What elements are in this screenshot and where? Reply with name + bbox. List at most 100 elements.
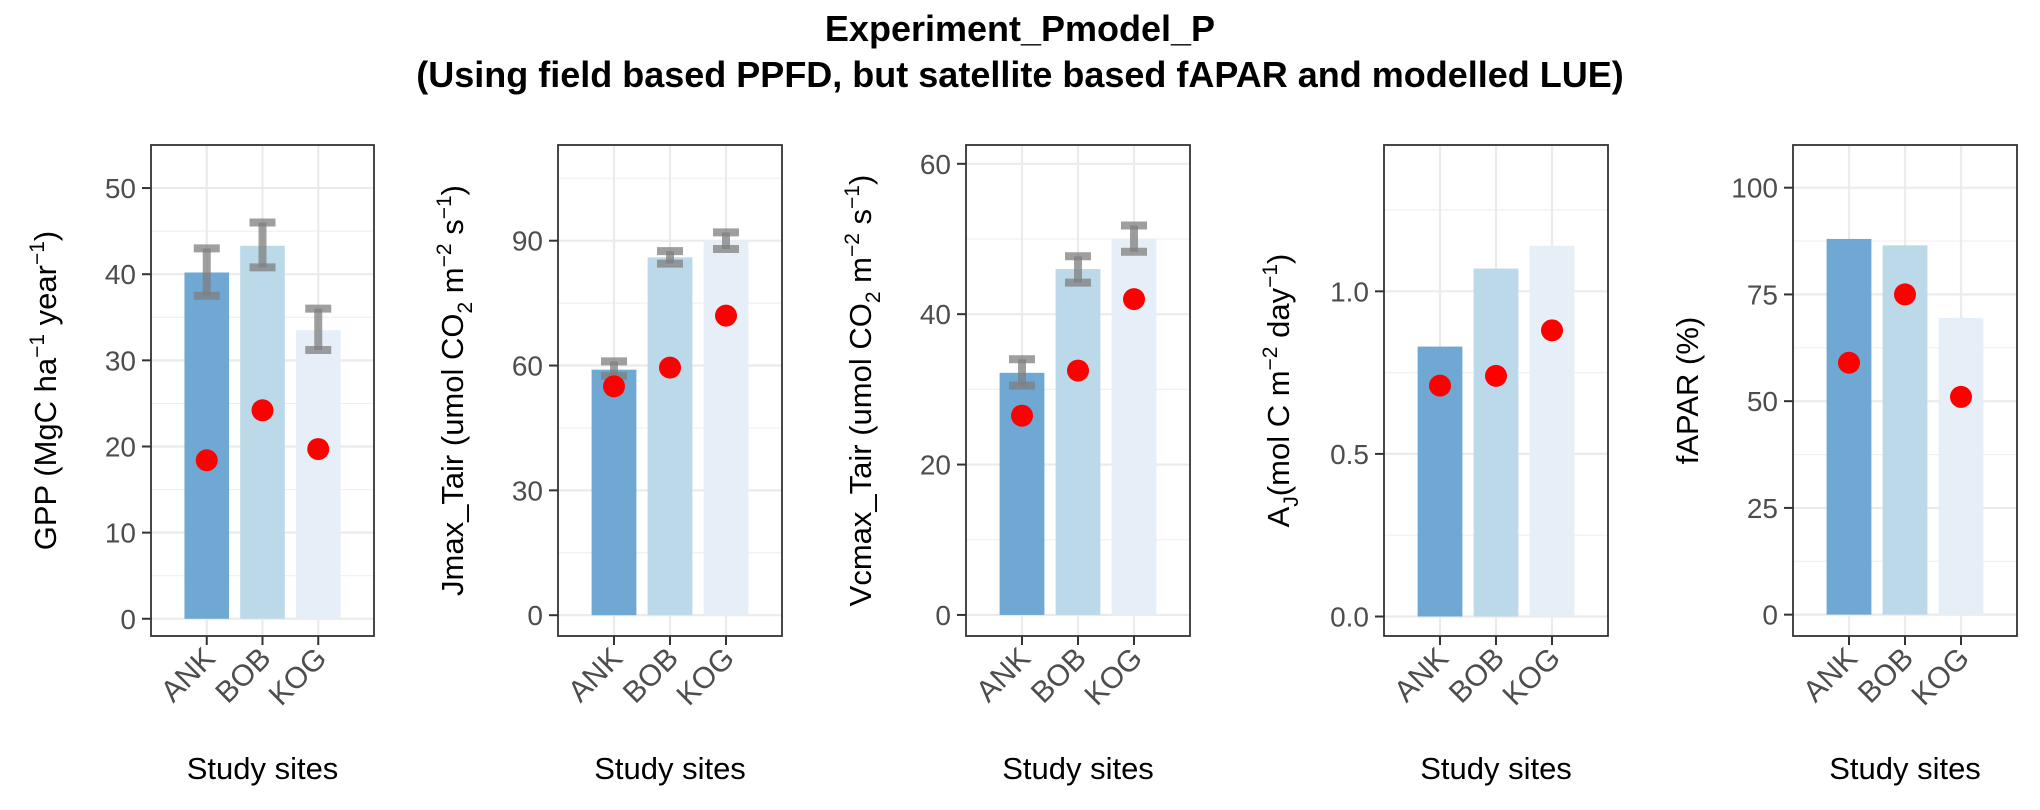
y-tick-label: 60 bbox=[920, 149, 951, 180]
y-label-subscript: 2 bbox=[862, 291, 885, 303]
y-label-text: ) bbox=[28, 231, 63, 241]
y-axis-label: GPP (MgC ha−1 year−1) bbox=[26, 231, 63, 551]
y-label-text: year bbox=[28, 265, 63, 334]
y-label-superscript: −2 bbox=[841, 233, 864, 257]
y-tick-label: 0 bbox=[1762, 600, 1778, 631]
y-label-text: A bbox=[1261, 506, 1296, 527]
y-label-superscript: −1 bbox=[841, 185, 864, 209]
point-ANK bbox=[603, 375, 625, 398]
point-BOB bbox=[1485, 364, 1507, 387]
y-label-subscript: J bbox=[1280, 496, 1303, 507]
x-tick-label-ANK: ANK bbox=[1797, 642, 1864, 709]
x-tick-label-KOG: KOG bbox=[1496, 642, 1566, 712]
y-tick-label: 0.5 bbox=[1330, 439, 1369, 470]
y-tick-label: 40 bbox=[920, 299, 951, 330]
y-label-text: ) bbox=[843, 175, 878, 185]
bar-KOG bbox=[295, 330, 341, 619]
y-tick-label: 0.0 bbox=[1330, 601, 1369, 632]
y-label-text: m bbox=[843, 257, 878, 291]
y-tick-label: 25 bbox=[1747, 493, 1778, 524]
bar-KOG bbox=[703, 240, 749, 616]
errorbar-BOB bbox=[249, 218, 276, 272]
x-tick-label-BOB: BOB bbox=[209, 642, 277, 710]
bar-BOB bbox=[240, 245, 285, 619]
x-tick-label-BOB: BOB bbox=[1443, 642, 1511, 710]
x-axis-label: Study sites bbox=[1002, 751, 1154, 786]
y-label-superscript: −2 bbox=[433, 243, 456, 267]
y-tick-label: 0 bbox=[120, 604, 136, 635]
point-ANK bbox=[1011, 404, 1033, 427]
x-axis-label: Study sites bbox=[1829, 751, 1981, 786]
x-axis-label: Study sites bbox=[594, 751, 746, 786]
y-label-text: s bbox=[435, 219, 470, 243]
point-KOG bbox=[715, 304, 737, 327]
bar-ANK bbox=[591, 369, 637, 616]
x-tick-label-ANK: ANK bbox=[970, 642, 1037, 709]
y-label-text: ) bbox=[435, 185, 470, 195]
y-tick-label: 20 bbox=[920, 450, 951, 481]
y-label-text: s bbox=[843, 209, 878, 233]
y-label-superscript: −1 bbox=[26, 334, 49, 358]
x-axis-label: Study sites bbox=[187, 751, 339, 786]
y-tick-label: 30 bbox=[512, 475, 543, 506]
y-tick-label: 90 bbox=[512, 226, 543, 257]
point-KOG bbox=[307, 438, 330, 461]
bar-KOG bbox=[1938, 317, 1984, 615]
y-label-text: m bbox=[435, 267, 470, 301]
y-axis-label: AJ(mol C m−2 day−1) bbox=[1259, 254, 1303, 528]
errorbar-ANK bbox=[1009, 355, 1035, 390]
y-tick-label: 30 bbox=[105, 345, 136, 376]
y-tick-label: 60 bbox=[512, 351, 543, 382]
y-tick-label: 0 bbox=[935, 600, 951, 631]
y-label-text: Vcmax_Tair (umol CO bbox=[843, 303, 878, 606]
figure-subtitle: (Using field based PPFD, but satellite b… bbox=[416, 54, 1624, 95]
y-label-superscript: −1 bbox=[1259, 264, 1282, 288]
y-tick-label: 100 bbox=[1731, 173, 1778, 204]
y-tick-label: 50 bbox=[105, 173, 136, 204]
x-tick-label-KOG: KOG bbox=[263, 642, 333, 712]
y-label-superscript: −1 bbox=[433, 195, 456, 219]
y-label-text: (mol C m bbox=[1261, 370, 1296, 496]
point-ANK bbox=[1838, 351, 1860, 374]
y-label-text: fAPAR (%) bbox=[1670, 317, 1705, 465]
y-label-superscript: −2 bbox=[1259, 347, 1282, 371]
errorbar-KOG bbox=[305, 304, 332, 355]
point-ANK bbox=[1429, 374, 1451, 397]
errorbar-KOG bbox=[713, 228, 739, 254]
y-tick-label: 40 bbox=[105, 259, 136, 290]
y-axis-label: fAPAR (%) bbox=[1670, 317, 1705, 465]
y-label-text: ) bbox=[1261, 254, 1296, 264]
point-BOB bbox=[1894, 283, 1916, 306]
errorbar-BOB bbox=[657, 247, 683, 268]
bar-BOB bbox=[1882, 245, 1928, 615]
y-label-text: GPP (MgC ha bbox=[28, 357, 63, 550]
y-label-text: day bbox=[1261, 287, 1296, 346]
point-KOG bbox=[1123, 288, 1145, 311]
x-tick-label-KOG: KOG bbox=[1078, 642, 1148, 712]
y-tick-label: 75 bbox=[1747, 279, 1778, 310]
y-tick-label: 1.0 bbox=[1330, 276, 1369, 307]
y-tick-label: 50 bbox=[1747, 386, 1778, 417]
y-axis-label: Jmax_Tair (umol CO2 m−2 s−1) bbox=[433, 185, 477, 596]
y-label-text: Jmax_Tair (umol CO bbox=[435, 313, 470, 596]
y-tick-label: 0 bbox=[527, 600, 543, 631]
x-tick-label-KOG: KOG bbox=[1905, 642, 1975, 712]
y-tick-label: 20 bbox=[105, 431, 136, 462]
bar-BOB bbox=[1473, 268, 1519, 617]
bar-ANK bbox=[1826, 238, 1872, 615]
x-tick-label-BOB: BOB bbox=[617, 642, 685, 710]
point-KOG bbox=[1541, 319, 1563, 342]
x-tick-label-ANK: ANK bbox=[155, 642, 222, 709]
y-axis-label: Vcmax_Tair (umol CO2 m−2 s−1) bbox=[841, 175, 885, 607]
figure-title-block: Experiment_Pmodel_P (Using field based P… bbox=[0, 6, 2040, 98]
y-tick-label: 10 bbox=[105, 518, 136, 549]
x-axis-label: Study sites bbox=[1420, 751, 1572, 786]
bar-ANK bbox=[184, 272, 230, 619]
y-label-subscript: 2 bbox=[454, 302, 477, 314]
x-tick-label-KOG: KOG bbox=[670, 642, 740, 712]
